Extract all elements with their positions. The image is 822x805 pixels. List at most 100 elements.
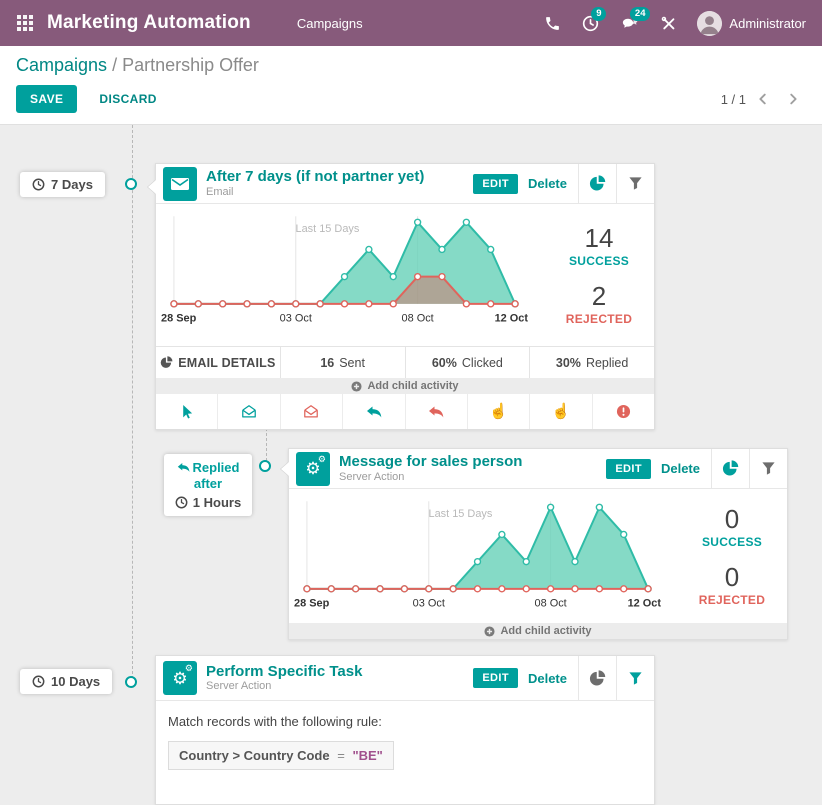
user-name: Administrator — [729, 15, 806, 31]
avatar — [697, 10, 723, 36]
svg-text:12 Oct: 12 Oct — [495, 313, 529, 325]
replied-cell[interactable]: 30% Replied — [529, 347, 654, 378]
user-menu[interactable]: Administrator — [697, 10, 806, 36]
branch-line — [266, 428, 267, 461]
not-reply-icon[interactable] — [404, 394, 467, 429]
svg-text:03 Oct: 03 Oct — [280, 313, 312, 325]
delete-button[interactable]: Delete — [527, 176, 567, 191]
activity-card: After 7 days (if not partner yet) Email … — [155, 163, 655, 430]
timeline-node — [125, 676, 137, 688]
rule-tag: Country > Country Code = "BE" — [168, 741, 394, 770]
activity-type: Email — [206, 185, 234, 198]
app-title[interactable]: Marketing Automation — [47, 12, 251, 33]
delete-button[interactable]: Delete — [527, 670, 567, 686]
activity-title[interactable]: Perform Specific Task — [206, 662, 363, 680]
add-child-activity-button[interactable]: Add child activity — [156, 378, 654, 394]
breadcrumb-campaigns[interactable]: Campaigns — [16, 55, 108, 75]
timeline-node — [259, 460, 271, 472]
rejected-count: 2 — [591, 280, 607, 311]
discard-button[interactable]: DISCARD — [93, 91, 162, 107]
pager-previous-button[interactable] — [750, 90, 776, 108]
not-click-icon[interactable]: ☝ — [529, 394, 591, 429]
svg-text:28 Sep: 28 Sep — [294, 598, 330, 610]
graph-toggle-button[interactable] — [578, 164, 616, 203]
activity-title[interactable]: After 7 days (if not partner yet) — [206, 168, 425, 186]
rule-operator: = — [337, 748, 345, 763]
systray: 9 24 Administrator — [544, 6, 806, 36]
pager-count: 1 / 1 — [720, 91, 746, 107]
clock-icon — [175, 496, 188, 508]
envelope-not-open-icon[interactable] — [279, 394, 342, 429]
pager-next-button[interactable] — [780, 90, 806, 108]
clicked-cell[interactable]: 60% Clicked — [404, 347, 530, 378]
activity-title[interactable]: Message for sales person — [339, 453, 523, 471]
debug-tools-icon[interactable] — [660, 15, 677, 32]
activity-type: Server Action — [206, 680, 272, 693]
bounce-icon[interactable] — [591, 394, 654, 429]
activity-card: ⚙ ⚙ Message for sales person Server Actio… — [288, 448, 788, 640]
save-button[interactable]: SAVE — [16, 85, 78, 113]
plus-circle-icon — [484, 625, 495, 637]
trigger-type: Replied after — [170, 460, 246, 493]
timeline-line — [132, 125, 133, 684]
breadcrumb-separator: / — [112, 55, 118, 75]
svg-text:03 Oct: 03 Oct — [413, 598, 445, 610]
child-trigger-bar: ☝ ☝ — [156, 394, 654, 429]
delete-button[interactable]: Delete — [660, 461, 700, 476]
phone-icon[interactable] — [544, 15, 561, 32]
graph-toggle-button[interactable] — [578, 656, 616, 700]
success-label: SUCCESS — [701, 534, 763, 549]
activity-stats: 14 SUCCESS 2 REJECTED — [544, 204, 654, 346]
filter-icon — [629, 177, 642, 190]
breadcrumb: Campaigns / Partnership Offer — [16, 55, 806, 76]
reply-icon[interactable] — [342, 394, 404, 429]
filter-toggle-button[interactable] — [616, 656, 654, 700]
filter-toggle-button[interactable] — [749, 449, 787, 488]
success-count: 14 — [584, 222, 614, 253]
delay-badge: 7 Days — [20, 172, 105, 197]
trigger-badge: Replied after 1 Hours — [164, 454, 252, 516]
rejected-label: REJECTED — [698, 592, 766, 607]
apps-menu-icon[interactable] — [16, 14, 34, 32]
activities-badge: 9 — [591, 6, 607, 21]
svg-text:08 Oct: 08 Oct — [535, 598, 567, 610]
success-count: 0 — [724, 503, 740, 534]
clock-icon — [32, 178, 45, 191]
rule-field: Country > Country Code — [179, 748, 330, 763]
clock-icon — [32, 675, 45, 688]
svg-text:Last 15 Days: Last 15 Days — [296, 223, 360, 235]
menu-campaigns[interactable]: Campaigns — [296, 15, 363, 31]
rejected-label: REJECTED — [565, 311, 633, 326]
messages-icon[interactable]: 24 — [620, 6, 650, 33]
server-action-icon: ⚙ ⚙ — [296, 451, 330, 486]
edit-button[interactable]: EDIT — [473, 173, 518, 194]
chevron-left-icon — [759, 93, 766, 105]
domain-filter-view: Match records with the following rule: C… — [156, 701, 654, 783]
activity-graph: Last 15 Days 28 Sep 03 Oct 08 Oct 12 Oct — [161, 216, 529, 325]
activity-graph: Last 15 Days 28 Sep 03 Oct 08 Oct 12 Oct — [294, 501, 661, 610]
filter-toggle-button[interactable] — [616, 164, 654, 203]
reply-icon — [177, 463, 189, 472]
email-details-cell[interactable]: EMAIL DETAILS — [156, 347, 280, 378]
rule-value: "BE" — [352, 748, 383, 763]
activity-type: Server Action — [339, 470, 405, 483]
mouse-pointer-icon[interactable] — [156, 394, 217, 429]
filter-icon — [629, 671, 642, 685]
rejected-count: 0 — [724, 561, 740, 592]
add-child-activity-button[interactable]: Add child activity — [289, 623, 787, 639]
edit-button[interactable]: EDIT — [606, 458, 651, 479]
breadcrumb-current: Partnership Offer — [122, 55, 259, 75]
delay-label: 7 Days — [51, 177, 93, 192]
delay-label: 1 Hours — [192, 494, 242, 510]
messages-badge: 24 — [630, 6, 650, 21]
delay-label: 10 Days — [51, 674, 101, 689]
plus-circle-icon — [351, 380, 362, 392]
svg-text:28 Sep: 28 Sep — [161, 313, 197, 325]
envelope-open-icon[interactable] — [217, 394, 279, 429]
click-icon[interactable]: ☝ — [466, 394, 529, 429]
sent-cell[interactable]: 16 Sent — [279, 347, 405, 378]
edit-button[interactable]: EDIT — [473, 668, 518, 688]
filter-icon — [762, 462, 775, 475]
graph-toggle-button[interactable] — [711, 449, 749, 488]
activities-icon[interactable]: 9 — [581, 6, 607, 33]
